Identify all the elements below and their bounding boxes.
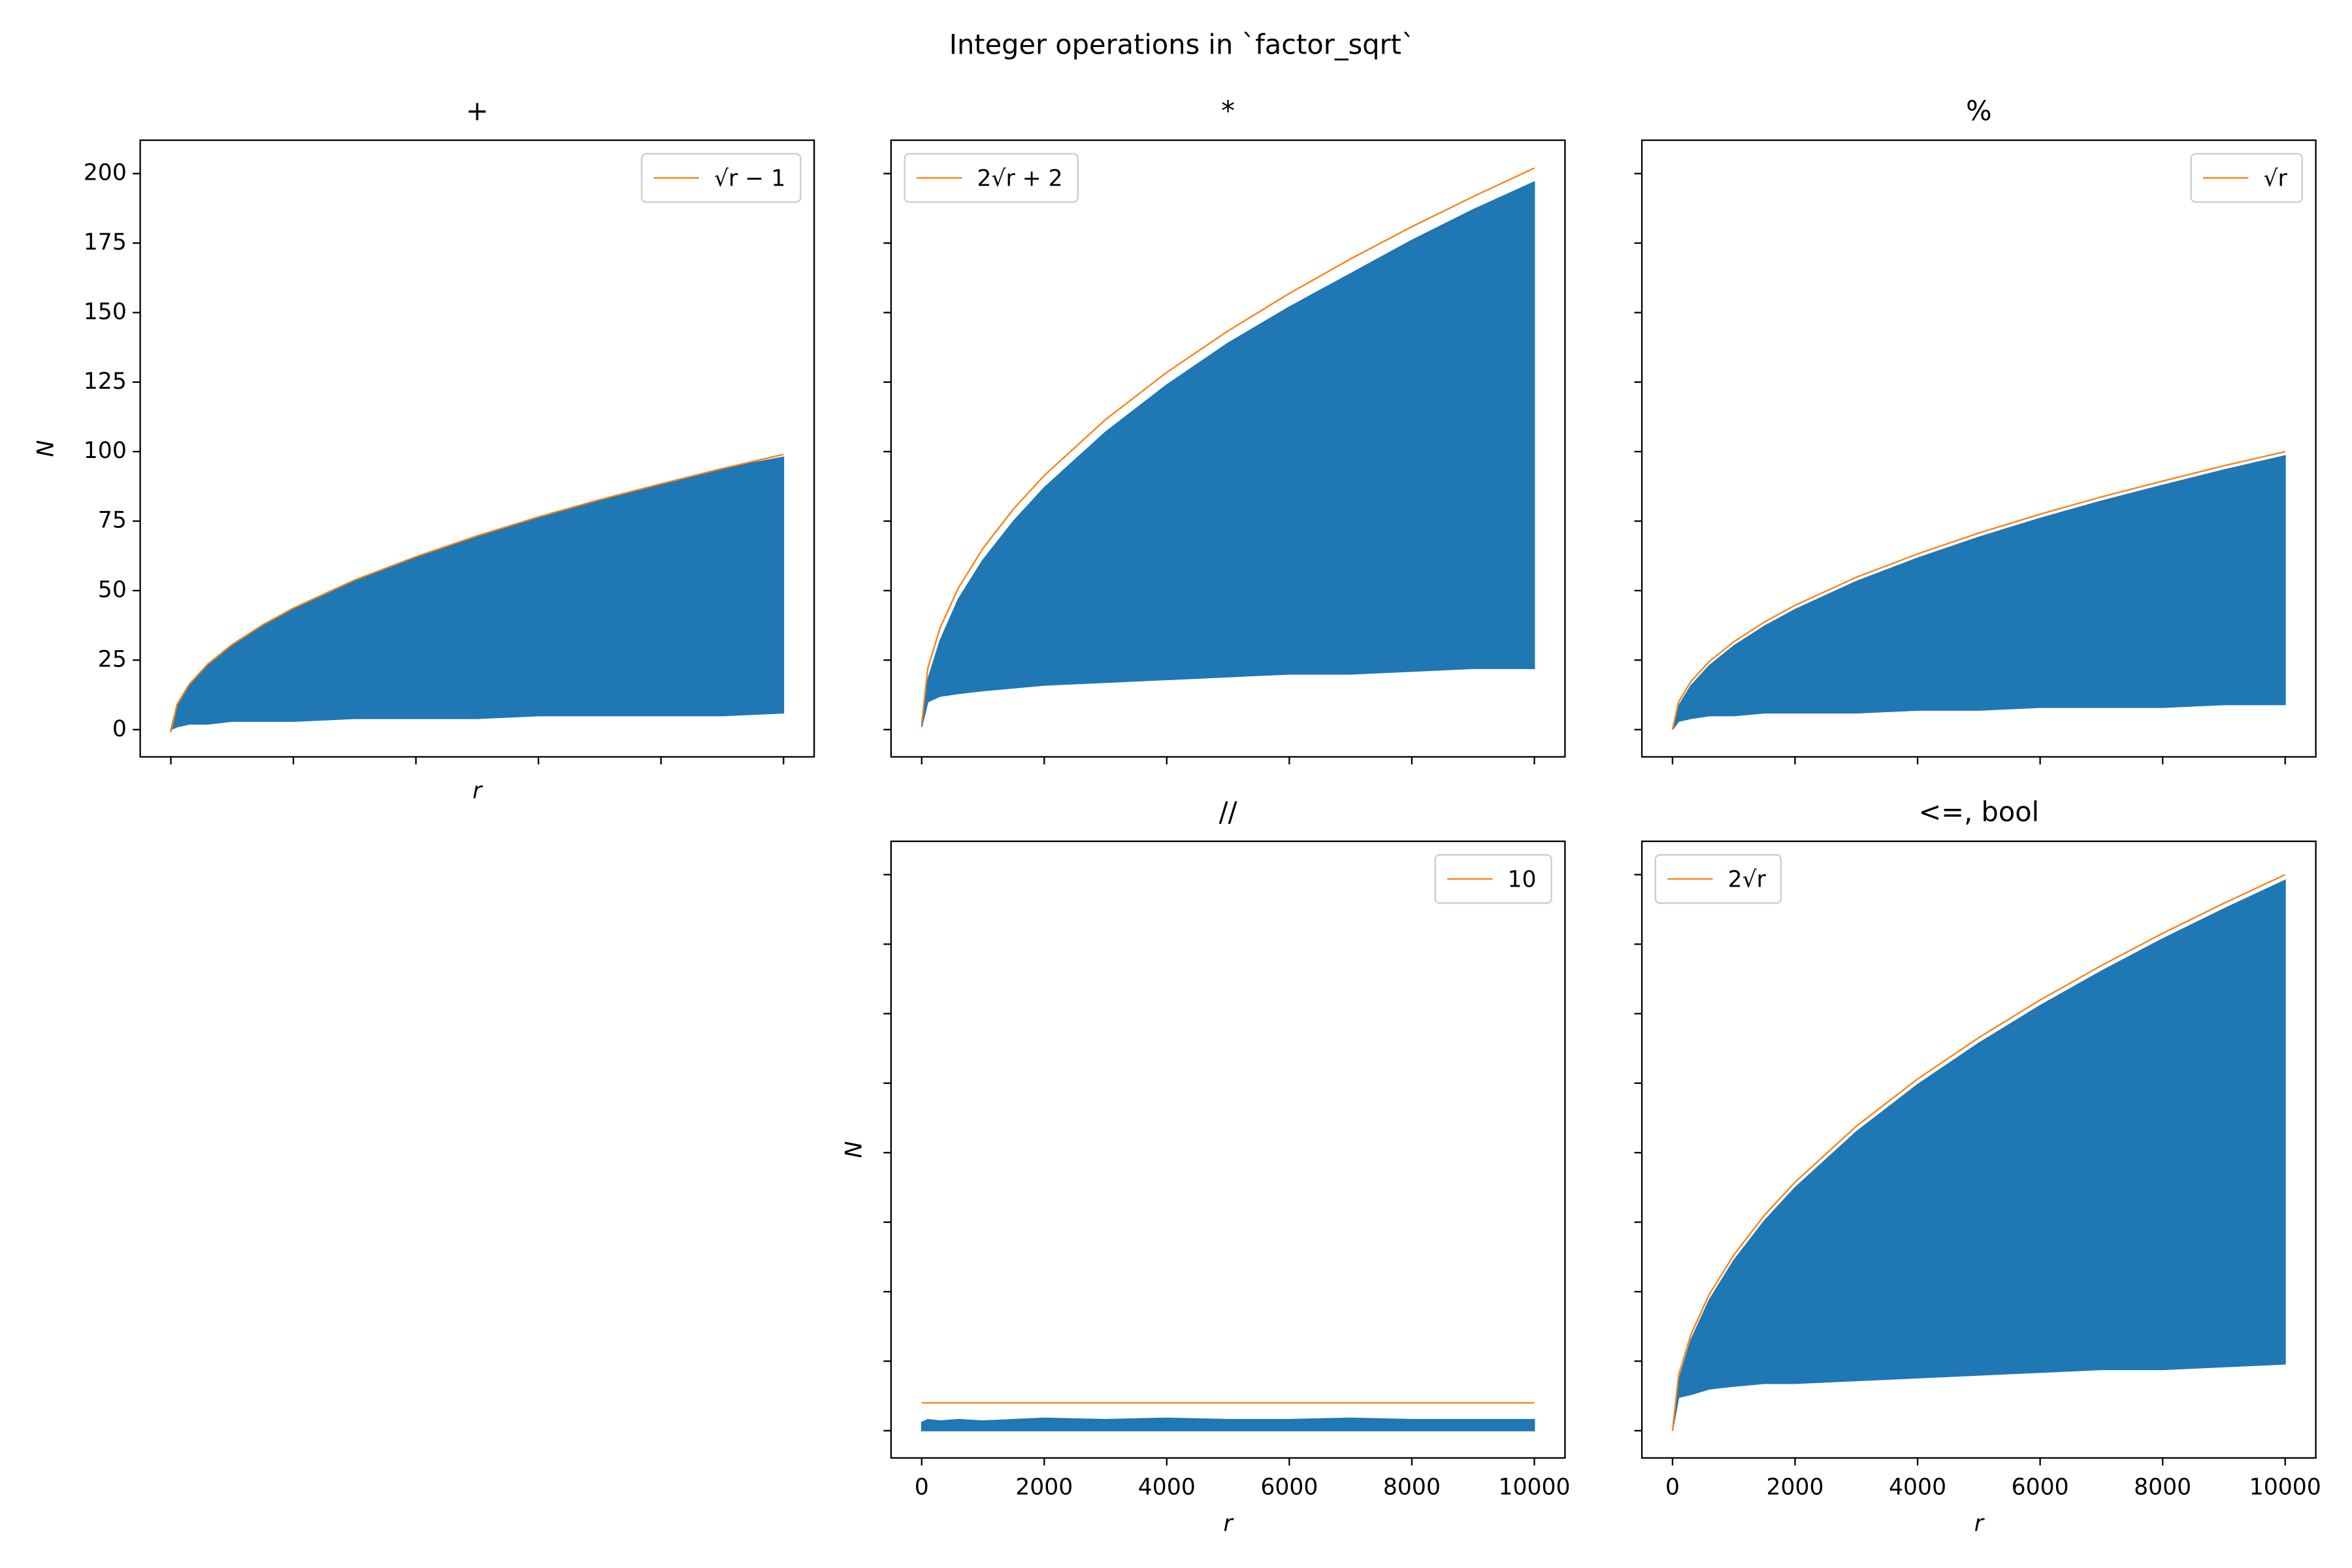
y-tick-label: 25	[98, 646, 127, 672]
y-tick-label: 75	[98, 508, 127, 534]
y-tick-label: 50	[98, 577, 127, 603]
y-tick-label: 100	[84, 438, 127, 464]
x-tick-label: 0	[915, 1475, 929, 1501]
axes-title: //	[1219, 796, 1237, 828]
y-axis-label: N	[841, 1141, 867, 1158]
axes-frame	[1641, 139, 2317, 758]
x-tick-label: 0	[1665, 1475, 1680, 1501]
legend-box	[1654, 854, 1782, 904]
reference-line	[1671, 451, 2285, 730]
data-area	[921, 181, 1535, 727]
x-axis-label: r	[1974, 1511, 1985, 1537]
axes-title: *	[1221, 95, 1235, 127]
legend: 2√r + 2	[904, 153, 1079, 203]
data-area	[921, 1417, 1535, 1431]
x-tick-label: 6000	[2012, 1475, 2069, 1501]
x-tick-label: 10000	[2249, 1475, 2321, 1501]
data-area	[1672, 455, 2286, 730]
axes-frame	[890, 139, 1566, 758]
legend-label: 2√r	[1728, 867, 1767, 893]
legend: 2√r	[1654, 854, 1782, 904]
axes-frame	[139, 139, 815, 758]
axes-title: %	[1966, 95, 1991, 127]
axes-title: <=, bool	[1919, 796, 2040, 828]
legend-label: √r	[2263, 166, 2287, 192]
legend-box	[641, 153, 802, 203]
y-tick-label: 200	[84, 160, 127, 186]
data-area	[1672, 879, 2286, 1431]
legend-label: 2√r + 2	[977, 166, 1062, 192]
y-axis-label: N	[33, 440, 59, 457]
legend-box	[904, 153, 1079, 203]
x-tick-label: 2000	[1766, 1475, 1823, 1501]
legend-box	[1434, 854, 1552, 904]
y-tick-label: 150	[84, 299, 127, 325]
legend: 10	[1434, 854, 1552, 904]
y-tick-label: 125	[84, 368, 127, 395]
x-tick-label: 4000	[1138, 1475, 1196, 1501]
x-tick-label: 8000	[2134, 1475, 2191, 1501]
x-tick-label: 4000	[1889, 1475, 1946, 1501]
y-tick-label: 175	[84, 229, 127, 255]
axes-frame	[890, 840, 1566, 1459]
legend: √r	[2190, 153, 2304, 203]
legend-label: 10	[1507, 867, 1536, 893]
reference-line	[921, 167, 1535, 725]
x-axis-label: r	[472, 778, 483, 804]
axes-frame	[1641, 840, 2317, 1459]
reference-line	[1671, 874, 2286, 1431]
x-tick-label: 8000	[1383, 1475, 1441, 1501]
y-tick-label: 0	[112, 716, 127, 742]
x-tick-label: 2000	[1015, 1475, 1073, 1501]
figure-title: Integer operations in `factor_sqrt`	[949, 29, 1415, 61]
x-tick-label: 10000	[1498, 1475, 1570, 1501]
legend: √r − 1	[641, 153, 802, 203]
x-tick-label: 6000	[1260, 1475, 1318, 1501]
reference-line	[170, 453, 784, 733]
axes-title: +	[466, 95, 489, 127]
legend-label: √r − 1	[714, 166, 785, 192]
x-axis-label: r	[1223, 1511, 1234, 1537]
